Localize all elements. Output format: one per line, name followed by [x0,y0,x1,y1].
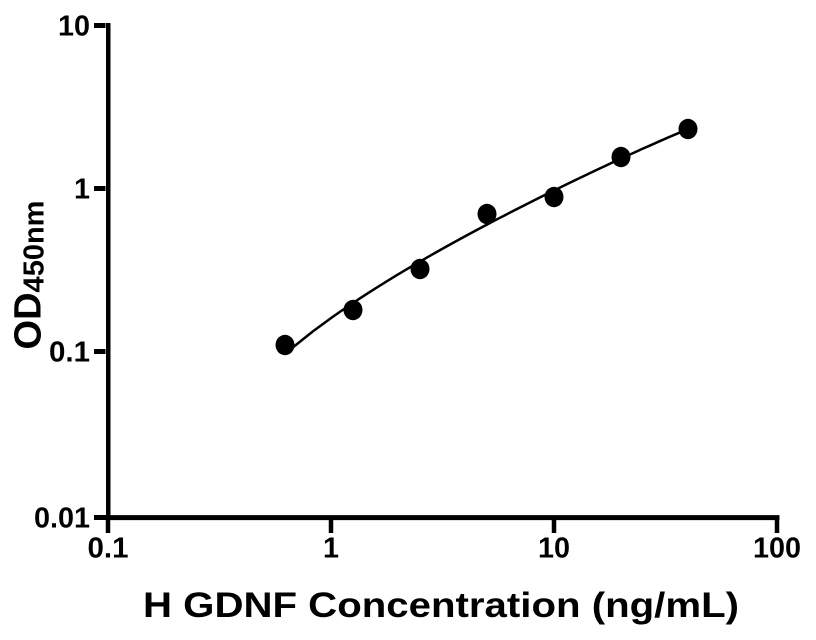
svg-text:10: 10 [538,532,570,564]
svg-text:H GDNF Concentration (ng/mL): H GDNF Concentration (ng/mL) [143,586,739,625]
svg-text:1: 1 [74,173,90,205]
svg-text:OD450nm: OD450nm [8,201,51,350]
svg-text:0.01: 0.01 [34,502,90,534]
svg-text:0.1: 0.1 [49,336,90,368]
svg-text:0.1: 0.1 [88,532,129,564]
svg-text:10: 10 [58,10,90,42]
svg-text:100: 100 [753,532,801,564]
svg-text:1: 1 [323,532,339,564]
